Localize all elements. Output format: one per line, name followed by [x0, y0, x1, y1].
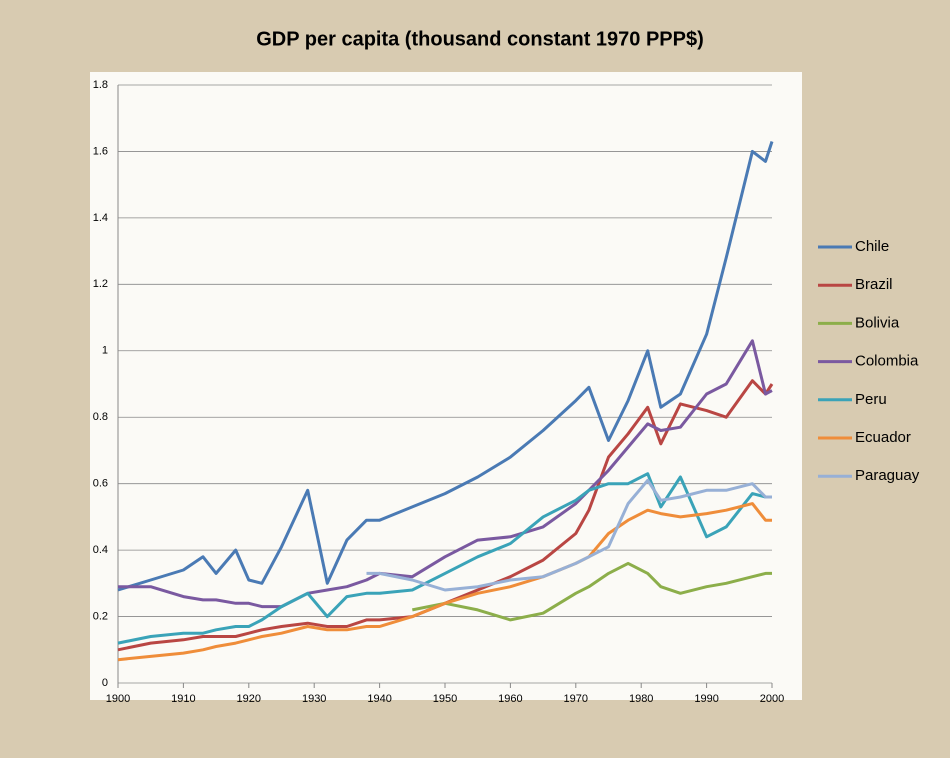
legend-label: Peru — [855, 391, 887, 408]
x-tick-label: 1930 — [302, 693, 326, 705]
y-tick-label: 1.6 — [93, 145, 108, 157]
y-tick-label: 0.8 — [93, 411, 108, 423]
x-tick-label: 1920 — [237, 693, 261, 705]
series-line — [412, 561, 772, 622]
x-tick-label: 1970 — [564, 693, 588, 705]
y-tick-label: 0.2 — [93, 610, 108, 622]
x-tick-label: 1980 — [629, 693, 653, 705]
series-line — [118, 339, 773, 609]
x-tick-label: 1990 — [694, 693, 718, 705]
y-tick-label: 1.8 — [93, 79, 108, 91]
series-line — [117, 502, 772, 662]
x-tick-label: 1950 — [433, 693, 457, 705]
legend-label: Chile — [855, 238, 889, 255]
x-tick-label: 1900 — [106, 693, 130, 705]
series-line — [366, 478, 772, 592]
y-tick-label: 0.4 — [93, 544, 108, 556]
legend-label: Colombia — [855, 353, 919, 370]
series-line — [117, 472, 772, 645]
y-tick-label: 1 — [102, 345, 108, 357]
series-line — [117, 141, 774, 592]
chart-title: GDP per capita (thousand constant 1970 P… — [256, 28, 704, 50]
y-tick-label: 0 — [102, 677, 108, 689]
x-tick-label: 2000 — [760, 693, 784, 705]
legend-label: Brazil — [855, 276, 893, 293]
x-tick-label: 1910 — [171, 693, 195, 705]
y-tick-label: 1.2 — [93, 278, 108, 290]
x-tick-label: 1960 — [498, 693, 522, 705]
legend-label: Paraguay — [855, 467, 920, 484]
x-tick-label: 1940 — [367, 693, 391, 705]
y-tick-label: 0.6 — [93, 478, 108, 490]
legend-label: Bolivia — [855, 314, 900, 331]
plot-background — [90, 72, 802, 700]
y-tick-label: 1.4 — [93, 212, 108, 224]
legend-label: Ecuador — [855, 429, 911, 446]
